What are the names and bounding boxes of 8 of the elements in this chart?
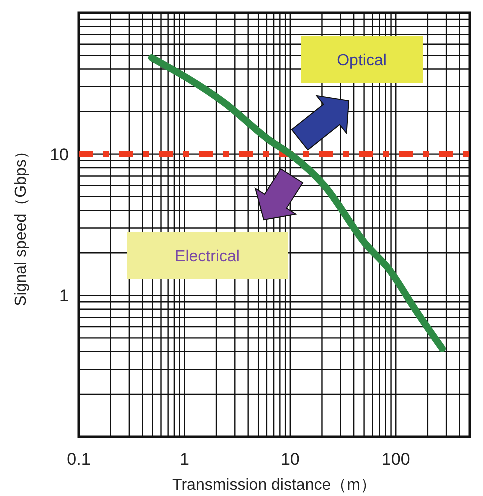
x-tick-label: 100 xyxy=(382,450,410,469)
annotation: Electrical xyxy=(175,248,240,266)
x-axis-title: Transmission distance（m） xyxy=(172,477,376,494)
x-tick-label: 1 xyxy=(180,450,190,469)
x-tick-label: 10 xyxy=(280,450,300,469)
x-tick-label: 0.1 xyxy=(67,450,91,469)
annotation: Optical xyxy=(337,52,387,70)
y-axis-title: Signal speed（Gbps） xyxy=(13,144,30,306)
